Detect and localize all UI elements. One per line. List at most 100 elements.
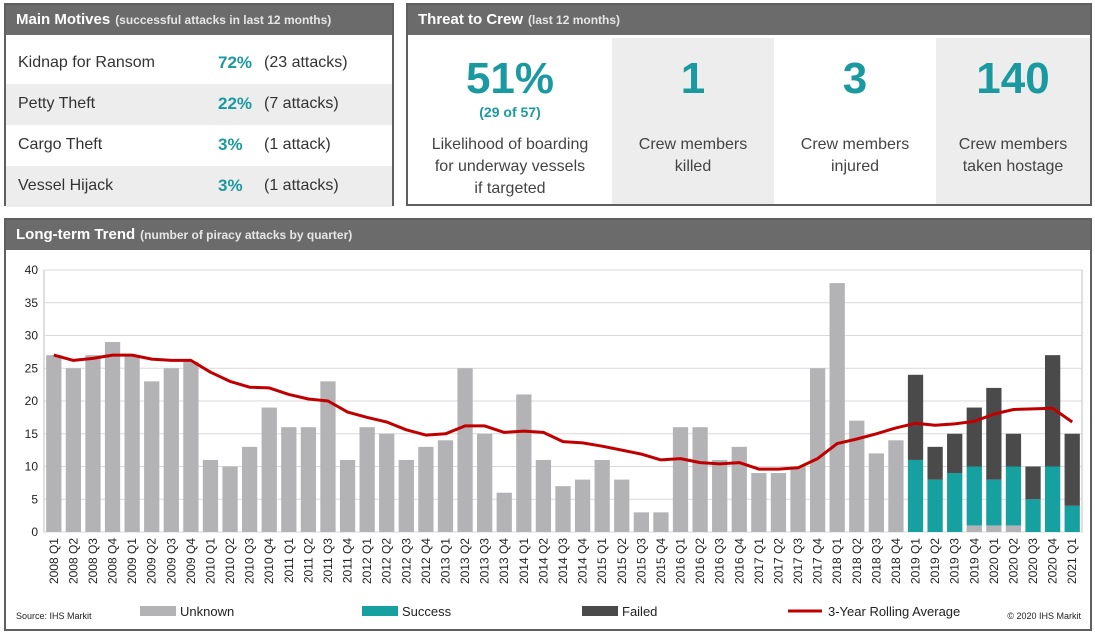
- source-note: Source: IHS Markit: [16, 611, 92, 621]
- stat-desc-line: injured: [830, 158, 880, 175]
- x-tick-label: 2009 Q4: [184, 538, 198, 584]
- unknown-bar: [124, 355, 140, 532]
- unknown-bar: [868, 453, 884, 532]
- x-tick-label: 2014 Q4: [576, 538, 590, 584]
- unknown-bar: [281, 427, 297, 532]
- legend-label: Unknown: [180, 604, 234, 619]
- success-bar: [1064, 505, 1080, 532]
- crew-killed-stat: 1 Crew members killed: [612, 38, 774, 204]
- threat-title: Threat to Crew: [418, 11, 524, 28]
- y-tick-label: 40: [25, 263, 39, 277]
- main-motives-header: Main Motives (successful attacks in last …: [6, 5, 392, 35]
- failed-bar: [1064, 433, 1080, 506]
- unknown-bar: [183, 361, 199, 532]
- stat-desc-line: Crew members: [958, 136, 1068, 153]
- x-tick-label: 2010 Q4: [262, 538, 276, 584]
- unknown-bar: [770, 473, 787, 532]
- threat-header: Threat to Crew (last 12 months): [408, 5, 1090, 35]
- motive-count: (1 attacks): [264, 177, 339, 194]
- stat-description: Crew members killed: [616, 134, 770, 178]
- x-tick-label: 2017 Q1: [752, 538, 766, 584]
- stat-value: 140: [976, 54, 1050, 103]
- x-tick-label: 2013 Q2: [458, 538, 472, 584]
- x-tick-label: 2013 Q4: [497, 538, 511, 584]
- x-tick-label: 2015 Q4: [654, 538, 668, 584]
- stat-desc-line: Crew members: [800, 136, 910, 153]
- motive-percent: 3%: [218, 176, 243, 195]
- x-tick-label: 2016 Q1: [674, 538, 688, 584]
- trend-title: Long-term Trend: [16, 226, 136, 243]
- x-tick-label: 2014 Q2: [536, 538, 550, 584]
- unknown-bar: [85, 355, 101, 532]
- failed-bar: [1025, 466, 1041, 500]
- x-tick-label: 2014 Q3: [556, 538, 570, 584]
- crew-injured-stat: 3 Crew members injured: [774, 38, 936, 204]
- x-tick-label: 2016 Q2: [693, 538, 707, 584]
- unknown-bar: [320, 381, 336, 532]
- x-tick-label: 2018 Q2: [850, 538, 864, 584]
- legend-label: Failed: [622, 604, 657, 619]
- unknown-bar: [300, 427, 317, 532]
- x-tick-label: 2009 Q1: [125, 538, 139, 584]
- stat-description: Likelihood of boarding for underway vess…: [412, 134, 608, 200]
- legend-layer: Unknown Success Failed 3-Year Rolling Avera…: [140, 604, 960, 619]
- trend-header: Long-term Trend (number of piracy attacks…: [6, 220, 1090, 250]
- x-tick-label: 2017 Q4: [811, 538, 825, 584]
- unknown-bar: [731, 446, 747, 532]
- x-tick-label: 2017 Q3: [791, 538, 805, 584]
- failed-bar: [966, 407, 982, 467]
- success-bar: [927, 479, 943, 532]
- success-bar: [907, 459, 924, 532]
- motive-count: (1 attack): [264, 136, 331, 153]
- y-tick-label: 25: [25, 361, 39, 375]
- unknown-bar: [633, 512, 649, 532]
- crew-hostage-stat: 140 Crew members taken hostage: [936, 38, 1090, 204]
- x-tick-label: 2008 Q1: [47, 538, 61, 584]
- main-motives-title: Main Motives: [16, 11, 111, 28]
- unknown-bar: [144, 381, 160, 532]
- success-bar: [966, 466, 982, 526]
- unknown-bar: [437, 440, 454, 532]
- x-tick-label: 2013 Q3: [478, 538, 492, 584]
- unknown-bar: [1005, 525, 1022, 532]
- unknown-bar: [829, 283, 845, 532]
- unknown-bar: [574, 479, 591, 532]
- legend-swatch: [362, 606, 398, 616]
- stat-desc-line: Crew members: [638, 136, 748, 153]
- stat-subvalue: (29 of 57): [479, 104, 541, 120]
- failed-bar: [907, 374, 924, 460]
- x-tick-label: 2019 Q2: [928, 538, 942, 584]
- x-tick-label: 2015 Q3: [634, 538, 648, 584]
- unknown-bar: [535, 459, 552, 532]
- x-tick-label: 2020 Q2: [1006, 538, 1020, 584]
- unknown-bar: [163, 368, 179, 532]
- y-tick-label: 0: [31, 525, 38, 539]
- unknown-bar: [477, 433, 493, 532]
- motive-row: Cargo Theft 3% (1 attack): [6, 125, 392, 166]
- x-tick-label: 2019 Q1: [909, 538, 923, 584]
- main-motives-subtitle: (successful attacks in last 12 months): [115, 13, 332, 27]
- threat-to-crew-panel: Threat to Crew (last 12 months) 51% (29 o…: [406, 3, 1092, 206]
- x-tick-label: 2009 Q3: [164, 538, 178, 584]
- unknown-bar: [496, 492, 512, 532]
- unknown-bar: [653, 512, 669, 532]
- copyright-note: © 2020 IHS Markit: [1007, 611, 1081, 621]
- failed-bar: [927, 446, 943, 480]
- stat-desc-line: killed: [674, 158, 712, 175]
- long-term-trend-panel: Long-term Trend (number of piracy attacks…: [4, 218, 1092, 631]
- unknown-bar: [809, 368, 826, 532]
- success-bar: [986, 479, 1002, 526]
- line-layer: [53, 353, 1074, 471]
- motive-row: Kidnap for Ransom 72% (23 attacks): [6, 43, 392, 84]
- unknown-bar: [555, 486, 571, 532]
- x-tick-label: 2011 Q2: [301, 538, 315, 583]
- y-tick-label: 15: [25, 427, 39, 441]
- y-tick-label: 10: [25, 460, 39, 474]
- stat-value: 51%: [465, 54, 555, 103]
- success-bar: [1005, 466, 1022, 526]
- legend-swatch: [140, 606, 176, 616]
- unknown-bar: [986, 525, 1002, 532]
- unknown-bar: [379, 433, 395, 532]
- stat-desc-line: Likelihood of boarding: [431, 136, 589, 153]
- main-motives-panel: Main Motives (successful attacks in last …: [4, 3, 394, 207]
